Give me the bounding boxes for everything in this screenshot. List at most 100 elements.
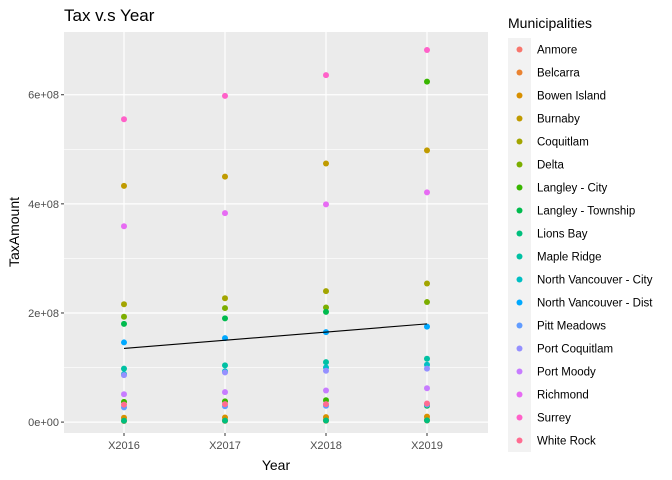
data-point <box>424 189 430 196</box>
x-axis: X2016 X2017 X2018 X2019 <box>108 433 443 452</box>
data-point <box>424 78 430 85</box>
legend-label: North Vancouver - City <box>537 275 653 287</box>
x-axis-title: Year <box>262 457 291 473</box>
legend-swatch <box>516 437 523 444</box>
y-axis-title: TaxAmount <box>6 197 22 267</box>
data-point <box>323 201 329 208</box>
data-point <box>121 301 127 308</box>
data-point <box>323 387 329 394</box>
data-point <box>121 365 127 372</box>
legend-swatch <box>516 230 523 237</box>
legend-label: North Vancouver - Dist <box>537 298 653 310</box>
trend-line <box>123 323 428 349</box>
data-point <box>121 391 127 398</box>
data-point <box>424 147 430 154</box>
legend-label: Burnaby <box>537 114 580 126</box>
legend-label: Coquitlam <box>537 137 589 149</box>
legend-swatch <box>516 322 523 329</box>
y-tick-label: 6e+08 <box>28 90 59 102</box>
legend-label: Bowen Island <box>537 91 606 103</box>
legend-label: Port Moody <box>537 367 596 379</box>
data-point <box>121 401 127 408</box>
y-axis: 0e+00 2e+08 4e+08 6e+08 <box>28 90 64 429</box>
data-point <box>222 173 228 180</box>
legend-label: Delta <box>537 160 564 172</box>
data-point <box>323 367 329 374</box>
data-point <box>424 280 430 287</box>
legend-swatch <box>516 299 523 306</box>
legend-label: Pitt Meadows <box>537 321 606 333</box>
y-tick-label: 2e+08 <box>28 308 59 320</box>
y-tick-label: 4e+08 <box>28 199 59 211</box>
legend-swatch <box>516 345 523 352</box>
legend-swatch <box>516 92 523 99</box>
legend-swatch <box>516 161 523 168</box>
legend-label: Surrey <box>537 413 571 425</box>
x-tick-label: X2018 <box>310 440 342 452</box>
data-point <box>323 417 329 424</box>
legend-swatch <box>516 207 523 214</box>
plot-panel <box>64 32 488 433</box>
legend-swatch <box>516 391 523 398</box>
legend-label: Port Coquitlam <box>537 344 613 356</box>
data-point <box>222 335 228 342</box>
data-point <box>424 417 430 424</box>
legend-swatch <box>516 253 523 260</box>
legend-label: Langley - City <box>537 183 608 195</box>
data-point <box>222 305 228 312</box>
y-tick-label: 0e+00 <box>28 417 59 429</box>
data-point <box>222 389 228 396</box>
data-point <box>424 299 430 306</box>
trend-layer <box>123 323 428 349</box>
data-point <box>424 47 430 54</box>
data-point <box>424 323 430 330</box>
x-tick-label: X2016 <box>108 440 140 452</box>
data-point <box>323 72 329 79</box>
data-point <box>222 295 228 302</box>
data-point <box>424 400 430 407</box>
data-point <box>121 313 127 320</box>
points-layer <box>121 47 430 424</box>
legend-label: Langley - Township <box>537 206 635 218</box>
legend-swatch <box>516 368 523 375</box>
legend: Anmore Belcarra Bowen Island Burnaby Coquitl… <box>508 38 653 452</box>
data-point <box>323 160 329 167</box>
data-point <box>121 223 127 230</box>
data-point <box>323 288 329 295</box>
data-point <box>222 92 228 99</box>
data-point <box>222 369 228 376</box>
legend-swatch <box>516 138 523 145</box>
data-point <box>424 355 430 362</box>
data-point <box>121 417 127 424</box>
data-point <box>424 385 430 392</box>
legend-label: Belcarra <box>537 68 580 80</box>
x-tick-label: X2017 <box>209 440 241 452</box>
data-point <box>121 339 127 346</box>
legend-swatch <box>516 115 523 122</box>
data-point <box>424 365 430 372</box>
data-point <box>121 372 127 379</box>
data-point <box>222 362 228 369</box>
data-point <box>121 116 127 123</box>
legend-swatch <box>516 276 523 283</box>
data-point <box>222 210 228 217</box>
data-point <box>222 401 228 408</box>
data-point <box>222 417 228 424</box>
data-point <box>323 304 329 311</box>
x-tick-label: X2019 <box>411 440 443 452</box>
legend-label: Richmond <box>537 390 589 402</box>
legend-label: White Rock <box>537 436 596 448</box>
data-point <box>121 320 127 327</box>
chart-title: Tax v.s Year <box>64 6 155 25</box>
legend-swatch <box>516 184 523 191</box>
legend-label: Maple Ridge <box>537 252 602 264</box>
data-point <box>323 308 329 315</box>
legend-swatch <box>516 46 523 53</box>
data-point <box>323 359 329 366</box>
legend-label: Anmore <box>537 45 577 57</box>
data-point <box>323 401 329 408</box>
legend-title: Municipalities <box>508 15 592 31</box>
legend-label: Lions Bay <box>537 229 588 241</box>
legend-swatch <box>516 414 523 421</box>
